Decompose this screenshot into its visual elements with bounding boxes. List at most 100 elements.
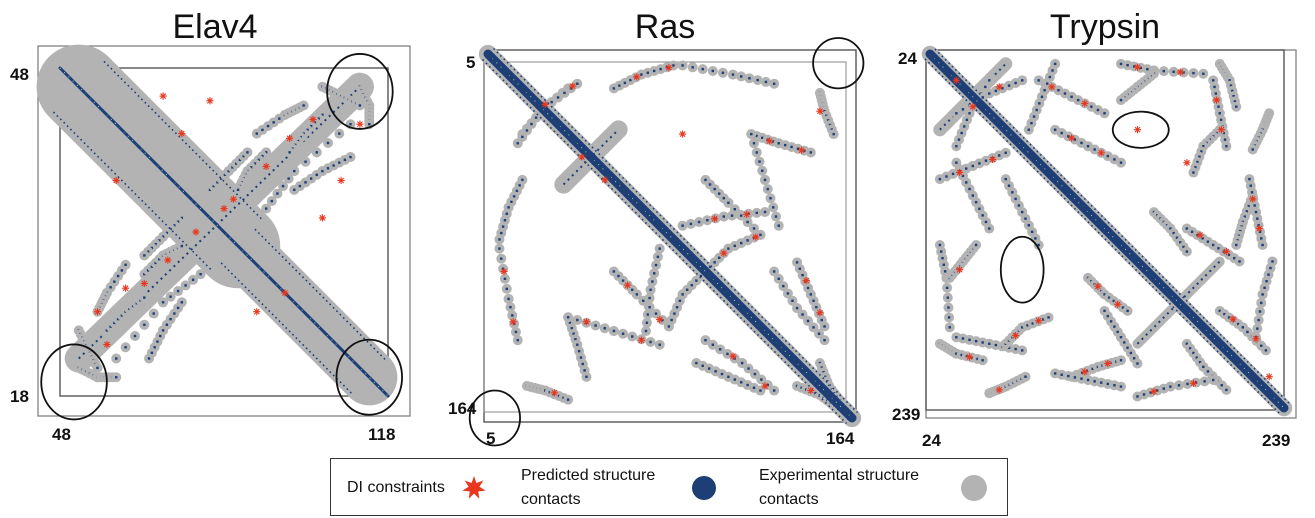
predicted-contact-ras-4-1-2-0 <box>790 145 793 149</box>
di-constraint-ras-13 <box>637 336 646 344</box>
predicted-contact-trypsin-4-0-0-0 <box>938 177 942 181</box>
predicted-contact-ras-4-1-5-1 <box>585 375 588 378</box>
predicted-contact-elav4-1-1-4-0 <box>191 278 195 281</box>
predicted-contact-trypsin-15-0-1-0 <box>1249 184 1252 187</box>
di-constraint-trypsin-31 <box>1183 159 1191 167</box>
predicted-contact-elav4-3-1-1-0 <box>326 167 330 170</box>
panel-ras: Ras 5 164 5 164 <box>448 8 865 448</box>
di-constraint-ras-7 <box>752 233 760 241</box>
predicted-contact-trypsin-15-1-4-0 <box>1260 237 1263 240</box>
predicted-contact-ras-2-0-1-1 <box>656 255 660 259</box>
predicted-contact-ras-7-0-0-0 <box>704 338 707 342</box>
predicted-contact-ras-4-0-4-0 <box>772 140 775 143</box>
predicted-contact-ras-11-0-0-0 <box>795 261 799 264</box>
predicted-contact-trypsin-15-1-3-1 <box>1106 382 1110 386</box>
di-constraint-elav4-2 <box>164 256 172 264</box>
predicted-contact-trypsin-11-0-1-0 <box>1142 393 1146 396</box>
predicted-contact-ras-9-1-0-0 <box>635 293 639 296</box>
experimental-dot-shape <box>961 475 987 501</box>
predicted-contact-ras-0-1-2-0 <box>556 96 560 99</box>
tick-bottom-x-right-elav4: 118 <box>368 425 395 444</box>
di-constraint-trypsin-13 <box>1011 332 1020 340</box>
predicted-contact-trypsin-4-1-5-0 <box>1004 151 1007 154</box>
predicted-contact-ras-3-1-3-1 <box>673 312 676 315</box>
predicted-contact-ras-1-0-1-0 <box>618 84 621 87</box>
di-star-stroke <box>1190 380 1197 387</box>
predicted-contact-trypsin-1-0-3-1 <box>965 181 968 184</box>
predicted-contact-ras-4-0-2-1 <box>570 327 573 330</box>
predicted-contact-trypsin-6-1-4-1 <box>1233 100 1237 103</box>
di-star-stroke <box>1256 225 1263 232</box>
highlight-circle-ras-0 <box>812 37 865 90</box>
predicted-antidiagonal-trypsin-1 <box>1136 260 1221 345</box>
predicted-contact-trypsin-2-0-1-0 <box>1126 63 1129 67</box>
di-star-stroke <box>113 177 120 184</box>
predicted-contact-trypsin-6-1-5-1 <box>1235 105 1238 108</box>
panel-inner-frame-trypsin <box>925 49 1285 411</box>
tick-bottom-left-elav4: 18 <box>10 387 29 406</box>
predicted-contact-elav4-4-1-5-1 <box>96 366 99 370</box>
di-star-stroke <box>807 387 814 394</box>
predicted-contact-ras-5-1-2-1 <box>748 77 751 80</box>
predicted-contact-trypsin-4-1-4-0 <box>997 154 1001 157</box>
di-star-stroke <box>221 205 227 212</box>
predicted-contact-ras-0-1-5-1 <box>516 142 519 145</box>
predicted-contact-ras-6-0-3-0 <box>594 324 597 327</box>
predicted-contact-ras-11-0-0-1 <box>695 361 698 365</box>
di-constraint-elav4-19 <box>159 92 167 100</box>
predicted-contact-trypsin-0-1-5-0 <box>1021 79 1024 82</box>
predicted-contact-ras-5-0-4-1 <box>721 71 725 74</box>
di-constraint-ras-12 <box>582 318 591 326</box>
di-star-icon <box>462 476 486 499</box>
predicted-contact-elav4-1-0-0-0 <box>115 357 118 360</box>
di-star-stroke <box>1068 135 1075 141</box>
di-star-stroke <box>766 138 773 144</box>
di-constraint-trypsin-2 <box>1048 83 1056 91</box>
predicted-contact-ras-1-0-1-1 <box>518 184 521 187</box>
predicted-contact-trypsin-10-0-4-0 <box>1237 322 1240 326</box>
predicted-contact-ras-9-1-0-1 <box>727 201 730 205</box>
predicted-contact-trypsin-1-0-4-1 <box>968 187 971 191</box>
di-star-stroke <box>1098 149 1105 156</box>
di-star-stroke <box>253 308 260 315</box>
predicted-contact-elav4-7-1-3-0 <box>238 158 242 162</box>
predicted-contact-elav4-0-0-1-0 <box>109 325 112 328</box>
predicted-contact-ras-9-0-2-1 <box>713 187 716 191</box>
di-star-stroke <box>953 77 960 84</box>
highlight-circle-elav4-0 <box>326 53 394 130</box>
tick-top-left-ras: 5 <box>466 53 475 72</box>
di-constraint-ras-25 <box>816 107 824 115</box>
predicted-contact-ras-0-1-5-0 <box>576 82 579 85</box>
predicted-contact-elav4-2-0-0-0 <box>255 132 258 135</box>
di-star-shape <box>462 476 486 499</box>
predicted-contact-trypsin-4-1-0-1 <box>1040 95 1044 99</box>
di-constraint-ras-22 <box>601 176 609 184</box>
predicted-contact-trypsin-7-1-5-0 <box>1047 316 1050 319</box>
tick-bottom-x-left-elav4: 48 <box>52 425 71 444</box>
predicted-contact-ras-5-0-0-1 <box>681 64 684 67</box>
predicted-contact-ras-4-1-0-1 <box>576 343 579 346</box>
predicted-contact-ras-9-0-4-0 <box>631 288 634 291</box>
predicted-block-dots-elav4-1-2 <box>254 228 387 361</box>
predicted-contact-trypsin-1-1-3-1 <box>981 214 984 217</box>
predicted-contact-elav4-7-0-1-0 <box>212 184 215 188</box>
predicted-contact-elav4-0-0-0-1 <box>321 113 324 117</box>
predicted-contact-trypsin-6-1-1-1 <box>1229 84 1233 87</box>
plot-area-elav4 <box>36 44 403 421</box>
predicted-contact-trypsin-8-0-2-1 <box>1247 204 1250 208</box>
predicted-contact-trypsin-2-1-4-0 <box>1192 71 1195 75</box>
di-constraint-trypsin-14 <box>1035 317 1043 325</box>
di-constraint-trypsin-24 <box>1094 282 1102 290</box>
di-constraint-trypsin-21 <box>1150 387 1158 396</box>
predicted-contact-ras-7-1-5-0 <box>772 389 776 392</box>
predicted-contact-trypsin-4-0-3-1 <box>1046 82 1049 85</box>
highlight-circle-trypsin-0 <box>1111 110 1170 149</box>
predicted-contact-trypsin-7-1-4-1 <box>1194 166 1197 169</box>
predicted-contact-trypsin-4-0-4-1 <box>1043 89 1046 92</box>
di-constraint-trypsin-0 <box>969 103 977 111</box>
predicted-contact-elav4-6-0-2-0 <box>150 265 154 268</box>
predicted-contact-ras-1-1-1-1 <box>505 212 508 215</box>
plot-area-trypsin <box>921 45 1293 417</box>
highlight-circle-trypsin-1 <box>999 235 1045 304</box>
predicted-contact-trypsin-5-0-2-1 <box>1011 191 1014 194</box>
